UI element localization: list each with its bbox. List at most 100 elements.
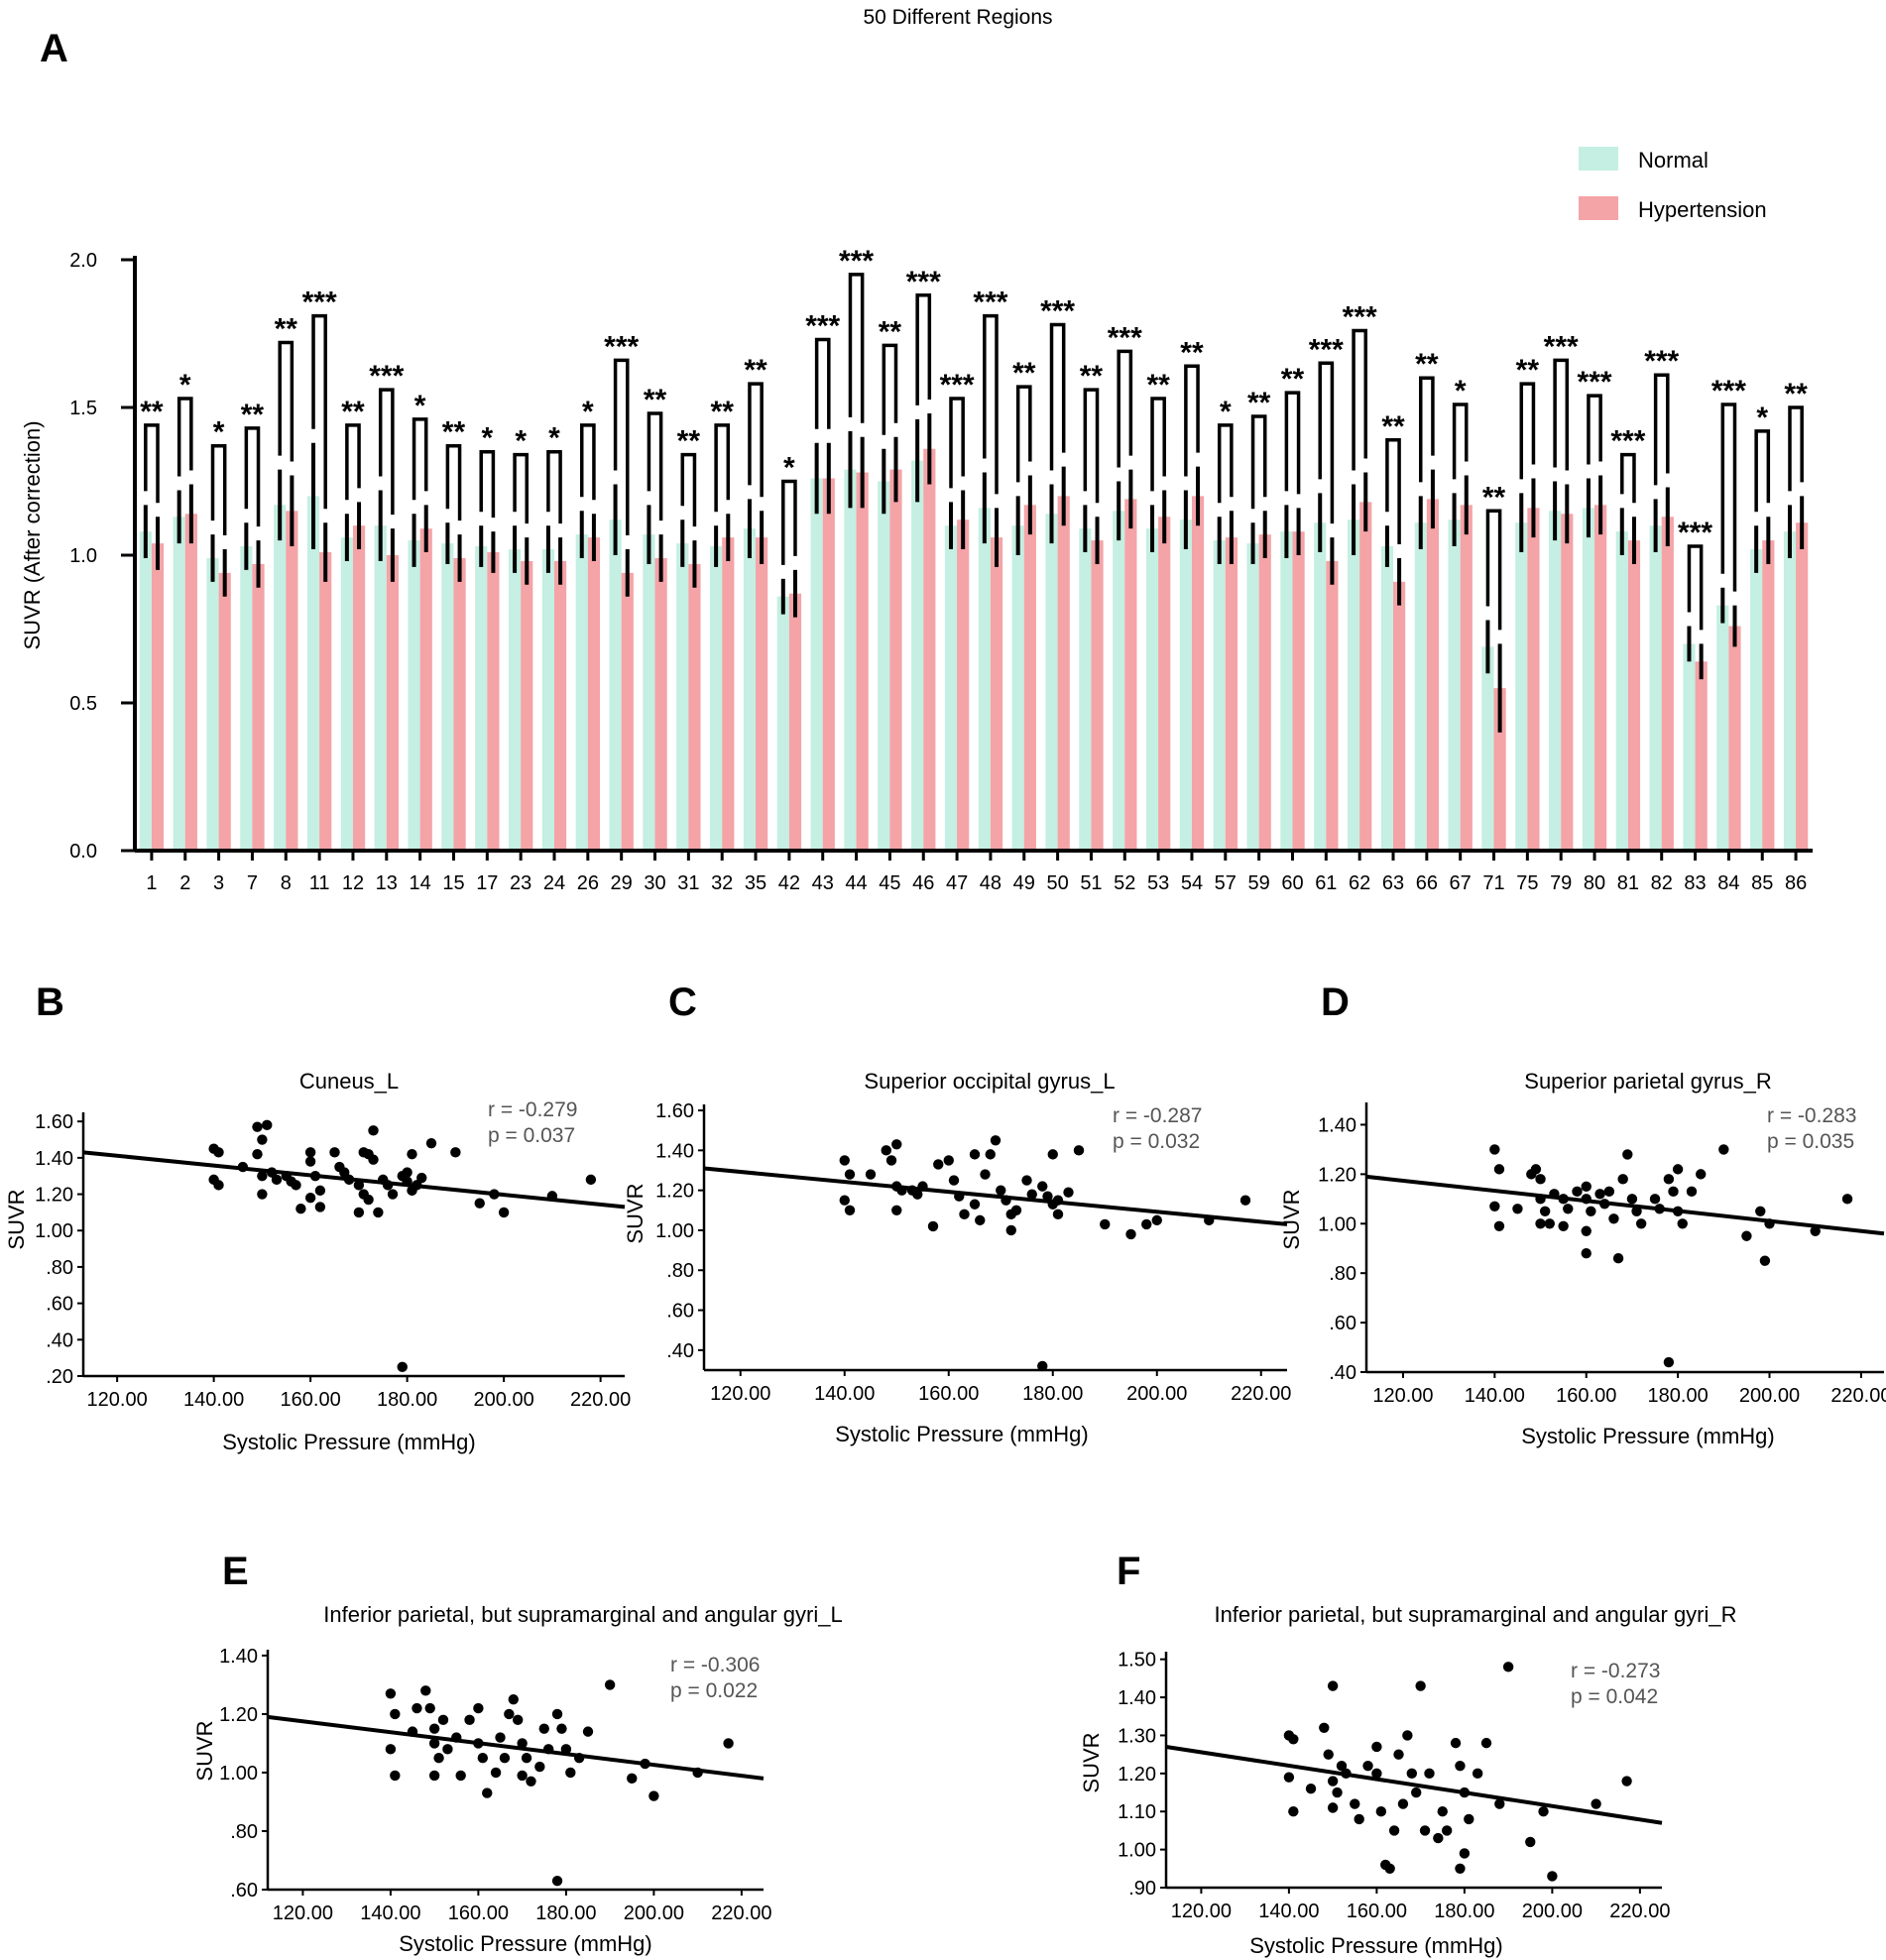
bar-hypertension [1796, 522, 1809, 851]
data-point [1459, 1787, 1471, 1798]
data-point [1741, 1230, 1752, 1241]
bar-normal [1314, 522, 1327, 851]
data-point [353, 1207, 365, 1218]
significance-bracket [1284, 391, 1301, 495]
significance-stars: ** [1381, 410, 1405, 443]
data-point [1459, 1848, 1471, 1859]
bar-hypertension [554, 560, 567, 851]
significance-stars: ** [744, 354, 767, 387]
significance-stars: ** [879, 315, 902, 348]
y-tick-label: 1.30 [1118, 1725, 1156, 1747]
data-point [257, 1171, 268, 1182]
bar-hypertension [1393, 581, 1406, 851]
significance-bracket [177, 397, 193, 477]
r-value: r = -0.273 [1571, 1660, 1660, 1682]
x-tick-label: 82 [1651, 872, 1673, 894]
y-tick-label: 1.60 [655, 1100, 694, 1122]
data-point [295, 1204, 306, 1214]
data-point [1581, 1225, 1591, 1236]
significance-stars: *** [604, 330, 639, 363]
data-point [428, 1738, 440, 1749]
x-tick-label: 120.00 [1372, 1385, 1433, 1407]
data-point [1327, 1776, 1339, 1787]
scatter-plot: .60 .80 1.00 1.20 1.40 120.00 140.00 160.00 180.… [219, 1646, 771, 1924]
bar-hypertension [1023, 505, 1036, 851]
x-tick-label: 86 [1785, 872, 1807, 894]
figure-title: 50 Different Regions [863, 6, 1052, 29]
data-point [839, 1155, 850, 1166]
data-point [1327, 1680, 1339, 1691]
data-point [309, 1171, 321, 1182]
data-point [996, 1185, 1006, 1196]
bar-normal [944, 525, 958, 851]
data-point [534, 1761, 545, 1773]
x-tick-label: 200.00 [1126, 1383, 1187, 1405]
bar-normal [878, 481, 890, 851]
x-tick-label: 60 [1281, 872, 1303, 894]
data-point [1512, 1204, 1523, 1214]
data-point [573, 1752, 585, 1764]
data-point [1841, 1194, 1853, 1205]
data-point [407, 1148, 417, 1160]
regression-line [1365, 1174, 1885, 1236]
significance-bracket [1553, 358, 1570, 471]
data-point [1718, 1144, 1729, 1155]
y-tick-label: .40 [46, 1329, 73, 1351]
y-tick-label: 1.20 [655, 1181, 694, 1203]
significance-stars: * [179, 369, 191, 402]
x-tick-label: 14 [410, 872, 431, 894]
y-tick-label: .80 [46, 1257, 73, 1279]
bar-hypertension [1292, 531, 1305, 851]
r-value: r = -0.279 [488, 1098, 577, 1121]
y-tick-label: 1.00 [219, 1763, 258, 1785]
bar-hypertension [990, 537, 1003, 851]
bar-normal [1615, 531, 1628, 851]
r-value: r = -0.283 [1767, 1104, 1856, 1127]
regression-line [1165, 1744, 1663, 1825]
data-point [1759, 1255, 1771, 1266]
data-point [1631, 1206, 1642, 1216]
y-tick-label: 1.20 [1118, 1764, 1156, 1786]
panel-label-e: E [222, 1550, 249, 1593]
data-point [1239, 1195, 1251, 1206]
p-value: p = 0.035 [1767, 1130, 1854, 1153]
data-point [1010, 1205, 1022, 1215]
data-point [433, 1752, 444, 1764]
legend-swatch-normal [1579, 147, 1618, 171]
legend-label-hypertension: Hypertension [1638, 197, 1767, 222]
bar-hypertension [1460, 505, 1473, 851]
data-point [1042, 1191, 1053, 1202]
significance-bracket [1620, 452, 1636, 504]
significance-stars: * [1756, 402, 1768, 434]
data-point [464, 1714, 475, 1726]
x-tick-label: 140.00 [1258, 1901, 1319, 1922]
data-point [881, 1145, 891, 1156]
significance-stars: ** [140, 396, 164, 428]
x-tick-label: 180.00 [535, 1902, 596, 1924]
x-tick-label: 13 [376, 872, 398, 894]
data-point [969, 1149, 981, 1160]
significance-bracket [1015, 385, 1032, 483]
significance-stars: *** [1040, 295, 1075, 328]
data-point [585, 1174, 597, 1186]
x-tick-label: 17 [476, 872, 498, 894]
bar-hypertension [419, 528, 432, 851]
significance-stars: *** [1309, 333, 1344, 366]
significance-bracket [412, 417, 428, 501]
data-point [490, 1767, 502, 1779]
data-point [1493, 1220, 1505, 1231]
data-point [304, 1156, 316, 1167]
data-point [1617, 1174, 1628, 1185]
data-point [353, 1180, 365, 1191]
bar-normal [1481, 646, 1494, 851]
significance-bracket [1049, 322, 1066, 471]
bar-hypertension [1762, 540, 1775, 851]
regression-line [267, 1714, 765, 1781]
x-tick-label: 54 [1181, 872, 1203, 894]
bar-normal [1549, 511, 1562, 851]
data-point [565, 1767, 576, 1779]
x-tick-label: 81 [1617, 872, 1639, 894]
data-point [1384, 1863, 1395, 1875]
significance-bracket [1452, 403, 1469, 480]
x-tick-label: 49 [1013, 872, 1035, 894]
